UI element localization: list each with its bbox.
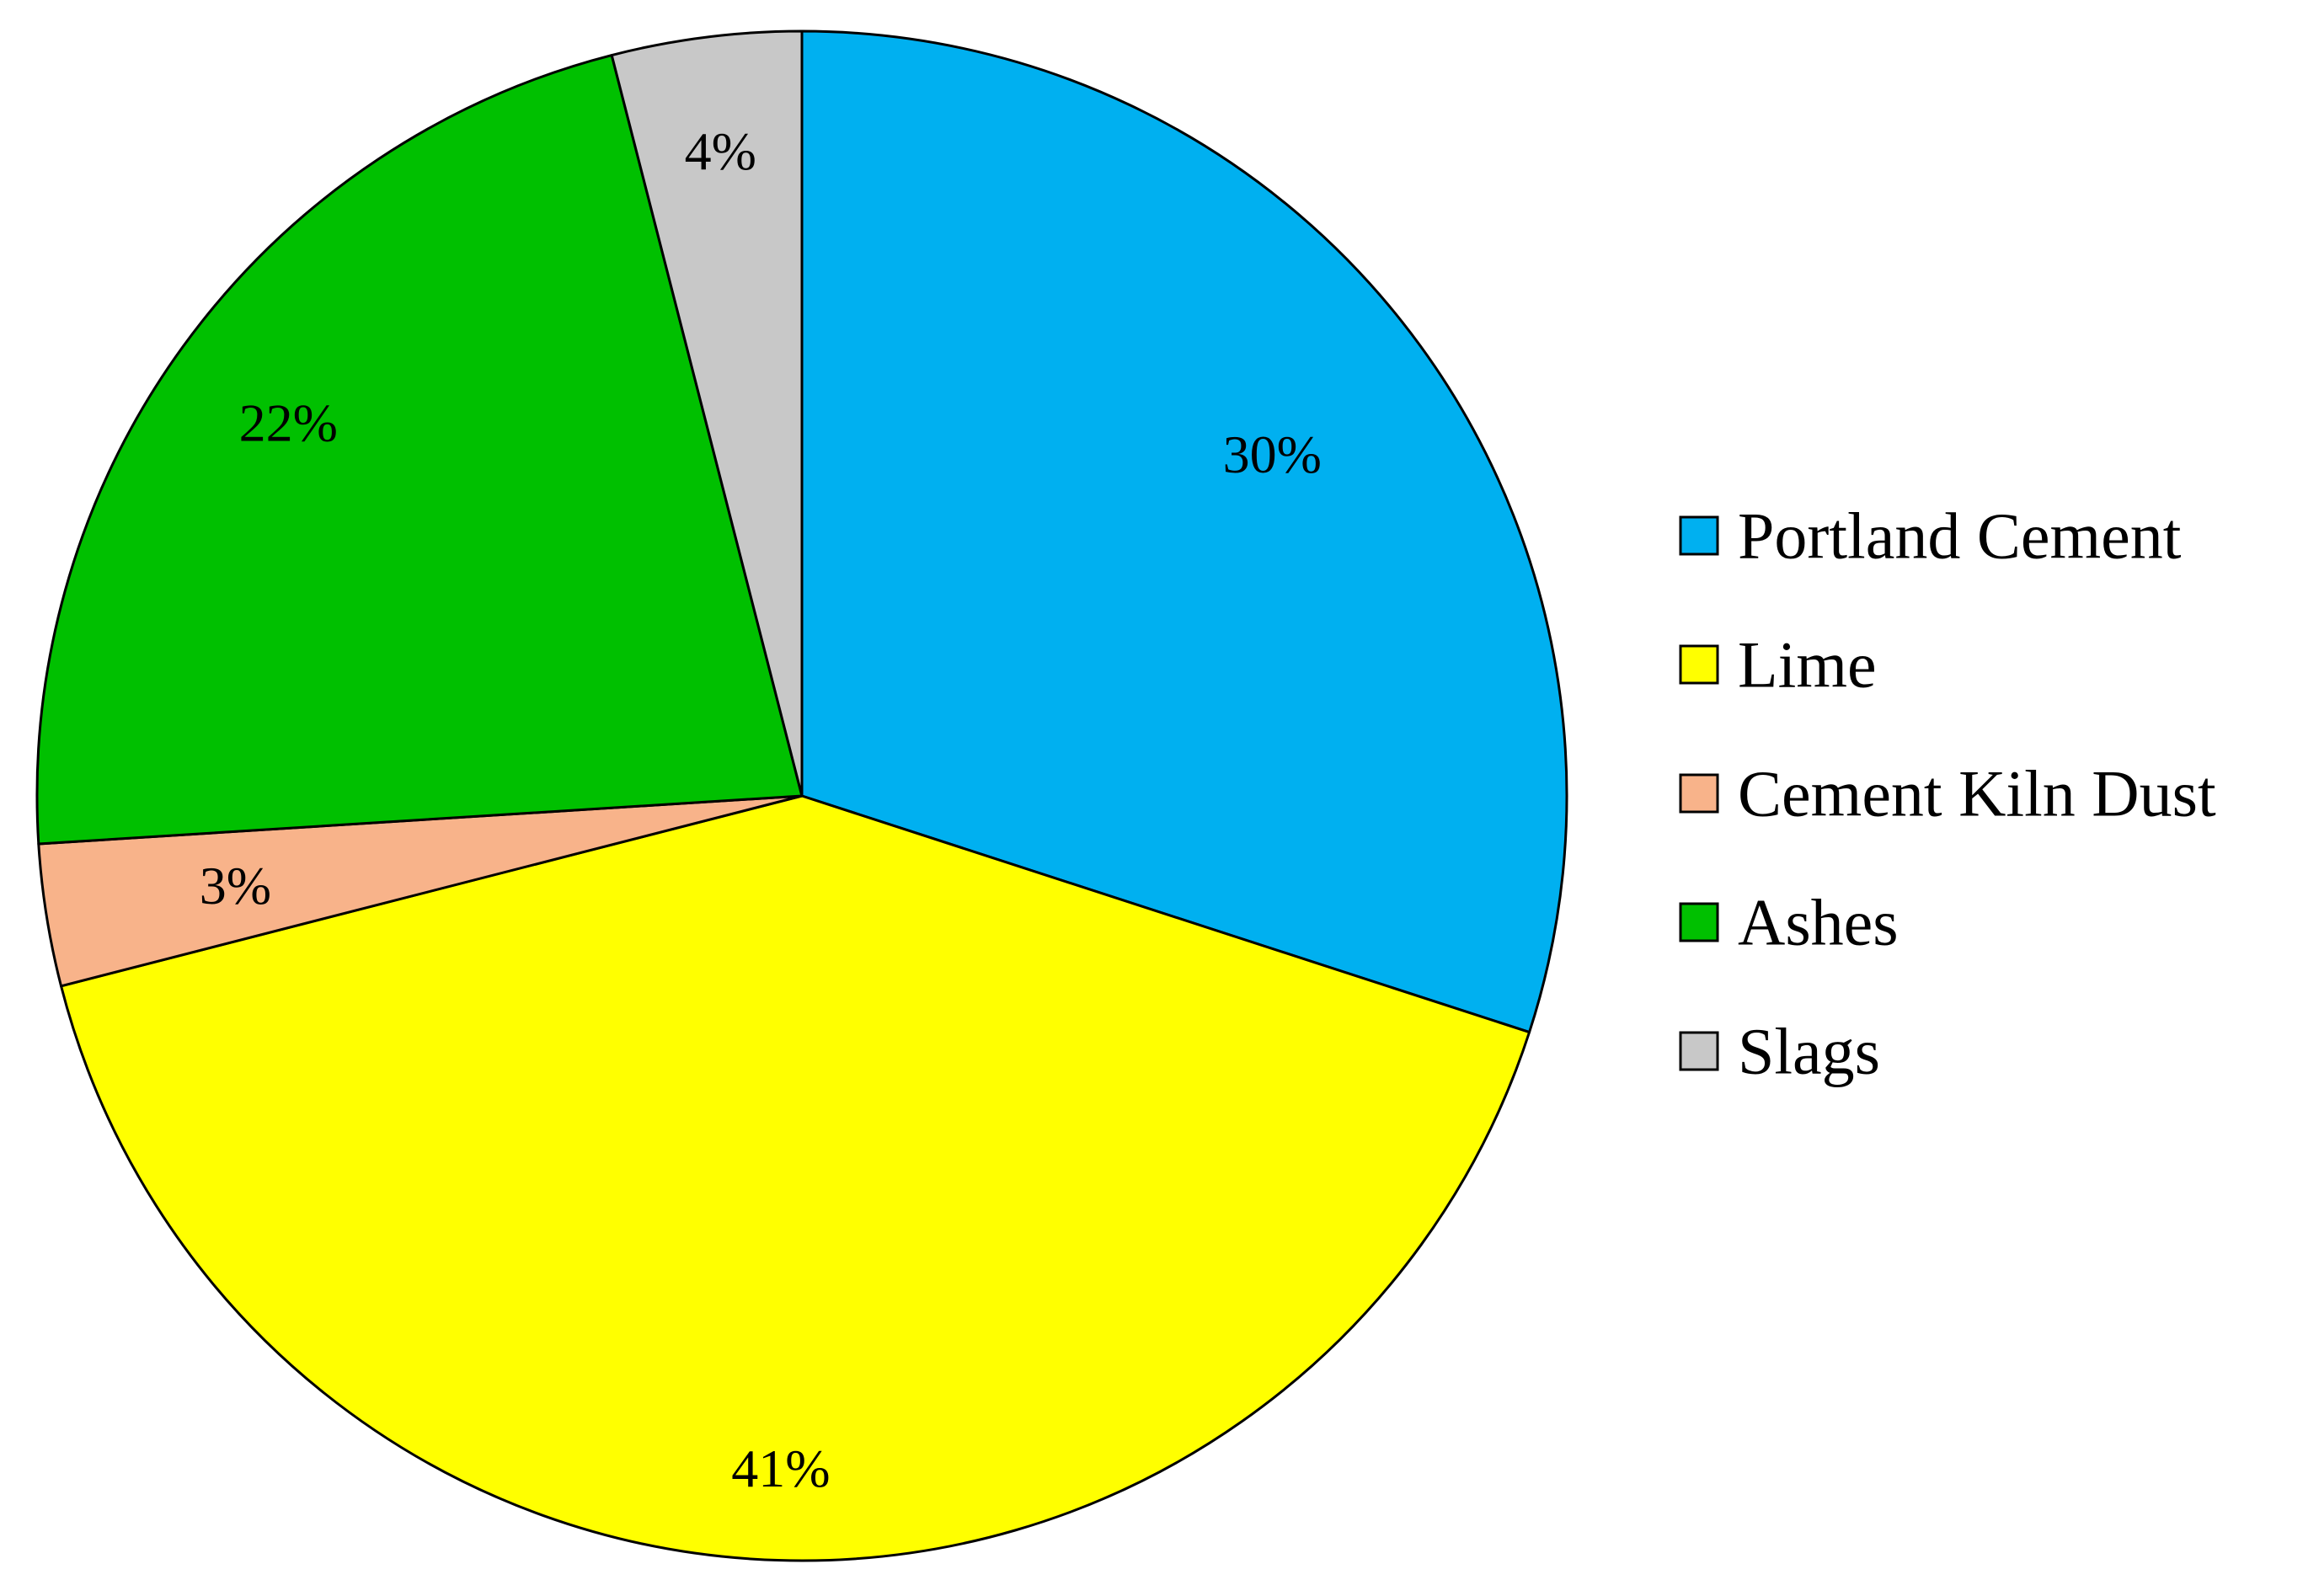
- legend-swatch-slags: [1679, 1031, 1719, 1071]
- pie-slices: [35, 29, 1568, 1562]
- legend-label-portland-cement: Portland Cement: [1738, 499, 2182, 573]
- data-label-cement-kiln-dust: 3%: [200, 856, 271, 915]
- legend-label-cement-kiln-dust: Cement Kiln Dust: [1738, 757, 2216, 830]
- chart-legend: Portland Cement Lime Cement Kiln Dust Ashes…: [1679, 499, 2216, 1088]
- legend-swatch-portland-cement: [1679, 515, 1719, 556]
- data-label-slags: 4%: [685, 121, 756, 181]
- pie-slice-portland-cement: [800, 29, 1568, 1034]
- pie-slice-ashes: [35, 54, 804, 846]
- legend-swatch-ashes: [1679, 902, 1719, 942]
- legend-label-ashes: Ashes: [1738, 886, 1899, 959]
- data-label-ashes: 22%: [239, 393, 338, 453]
- legend-label-lime: Lime: [1738, 628, 1877, 702]
- pie-slice-slags: [610, 29, 804, 798]
- data-label-portland-cement: 30%: [1223, 424, 1322, 484]
- data-label-lime: 41%: [731, 1439, 830, 1498]
- legend-swatch-lime: [1679, 644, 1719, 685]
- pie-data-labels: 30% 41% 3% 22% 4%: [200, 121, 1322, 1498]
- legend-swatch-cement-kiln-dust: [1679, 773, 1719, 814]
- pie-slice-lime: [60, 794, 1531, 1562]
- legend-label-slags: Slags: [1738, 1015, 1880, 1088]
